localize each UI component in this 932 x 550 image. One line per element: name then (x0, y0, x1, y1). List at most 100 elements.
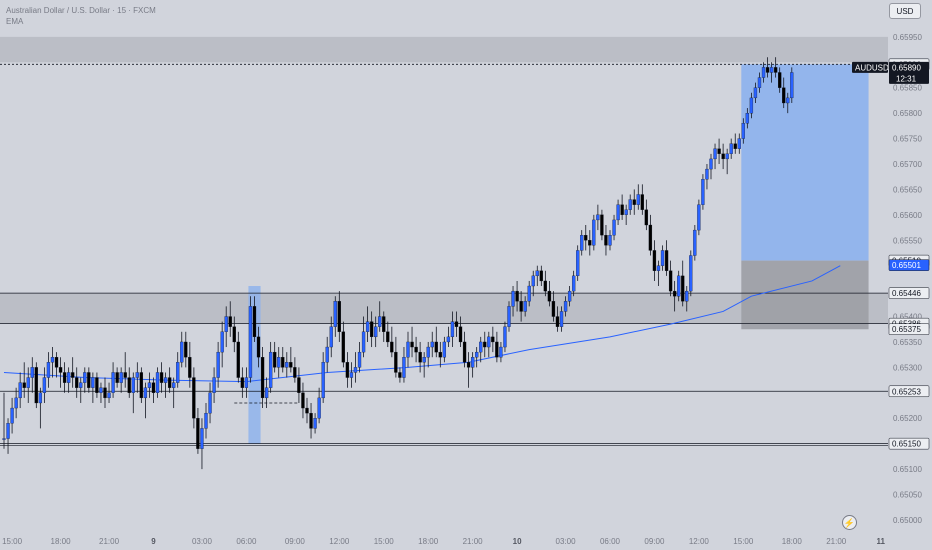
price-badge (888, 385, 930, 398)
candle-body (491, 336, 495, 343)
candle-body (721, 153, 725, 160)
candle-body (398, 372, 402, 378)
candle-body (458, 326, 463, 343)
candle-body (519, 301, 523, 312)
candle-body (365, 321, 370, 332)
candle-body (495, 341, 499, 358)
candle-body (66, 372, 71, 383)
price-badge-label: 0.65375 (892, 325, 921, 334)
candle-body (608, 235, 612, 246)
candle-body (596, 214, 600, 221)
candle-body (135, 372, 139, 378)
y-tick-label: 0.65800 (893, 109, 922, 118)
candle-body (580, 235, 584, 251)
candle-body (285, 362, 289, 368)
candle-body (341, 331, 346, 363)
candle-body (115, 372, 119, 383)
candle-body (648, 224, 653, 251)
candle-body (325, 346, 329, 363)
candle-body (652, 250, 657, 271)
candle-body (709, 158, 713, 170)
candle-body (386, 331, 390, 343)
candle-body (309, 412, 313, 429)
candle-body (749, 97, 754, 114)
candle-body (289, 362, 293, 368)
candle-body (192, 377, 196, 419)
candle-body (163, 377, 168, 383)
candle-body (672, 290, 677, 297)
candle-body (660, 250, 665, 266)
candle-body (515, 290, 519, 302)
candle-body (668, 270, 673, 292)
x-tick-label: 03:00 (556, 537, 577, 546)
candle-body (196, 418, 200, 449)
lightning-bolt-icon[interactable]: ⚡ (842, 515, 857, 530)
candle-body (592, 219, 596, 246)
candle-body (313, 418, 317, 429)
candle-body (697, 204, 701, 231)
candle-body (778, 72, 782, 88)
candle-body (414, 346, 418, 353)
candle-body (527, 285, 531, 302)
y-tick-label: 0.65100 (893, 465, 922, 474)
candle-body (18, 382, 22, 399)
candle-body (693, 229, 697, 256)
candle-body (632, 199, 636, 205)
candle-body (71, 372, 75, 378)
candle-body (22, 382, 26, 388)
ema-legend[interactable]: EMA (6, 17, 24, 26)
price-badge-label: 0.65501 (892, 261, 921, 270)
candle-body (733, 143, 737, 149)
candle-body (204, 412, 208, 429)
candle-body (470, 357, 475, 368)
candle-body (357, 351, 362, 368)
candle-body (782, 87, 786, 104)
candle-body (507, 306, 511, 327)
position-target-zone (741, 64, 869, 261)
y-tick-label: 0.65400 (893, 313, 922, 322)
demand-zone (0, 293, 888, 324)
candle-body (725, 153, 729, 160)
candle-body (701, 179, 705, 205)
candle-body (745, 112, 750, 124)
price-badge (888, 259, 930, 271)
candle-body (729, 143, 733, 154)
candle-body (75, 377, 79, 388)
candle-body (119, 372, 123, 383)
candle-body (361, 331, 366, 353)
time-axis: 15:00 18:00 21:00 9 03:00 06:00 09:00 12:00 15:0… (2, 537, 885, 546)
candle-body (511, 290, 515, 307)
candles-group (2, 57, 794, 470)
candle-body (466, 362, 471, 368)
candle-body (656, 265, 661, 271)
candle-body (450, 321, 455, 338)
y-tick-label: 0.65350 (893, 338, 922, 347)
candle-body (523, 301, 527, 312)
candle-body (535, 270, 539, 277)
x-tick-label: 9 (151, 537, 156, 546)
candle-body (264, 387, 269, 399)
candle-body (765, 67, 770, 73)
candle-body (159, 372, 164, 383)
candle-body (212, 377, 216, 393)
candle-body (640, 194, 644, 210)
symbol-legend[interactable]: Australian Dollar / U.S. Dollar · 15 · F… (6, 6, 156, 15)
candle-body (717, 148, 721, 154)
candle-body (176, 362, 180, 383)
candle-body (567, 290, 572, 302)
price-badge-label: 0.65150 (892, 440, 921, 449)
currency-button[interactable]: USD (889, 3, 921, 19)
candle-body (236, 341, 240, 378)
price-badge (888, 323, 930, 335)
candle-body (50, 357, 55, 363)
candle-body (394, 351, 398, 373)
candle-body (95, 377, 99, 393)
candle-body (167, 377, 172, 388)
candle-body (99, 387, 103, 393)
price-badge (888, 287, 930, 299)
candle-body (713, 148, 717, 160)
candle-body (143, 387, 148, 399)
price-badge (888, 437, 930, 450)
